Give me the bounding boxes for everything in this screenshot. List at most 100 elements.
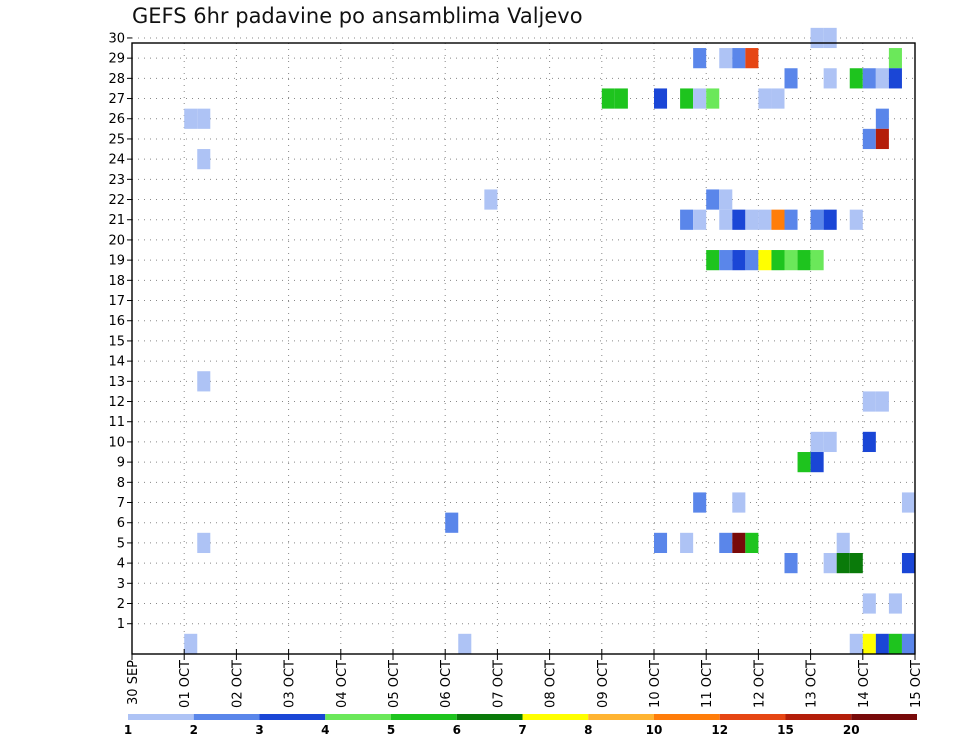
- precip-cell: [654, 88, 668, 109]
- colorbar-swatch: [522, 714, 589, 720]
- y-tick-label: 17: [108, 294, 125, 309]
- y-tick-label: 1: [117, 617, 125, 632]
- y-tick-label: 9: [117, 456, 125, 471]
- precip-cell: [888, 593, 902, 614]
- precip-cell: [745, 209, 759, 230]
- colorbar-swatch: [719, 714, 786, 720]
- y-tick-label: 5: [117, 536, 125, 551]
- precip-cell: [680, 88, 694, 109]
- precip-cell: [445, 512, 459, 533]
- precip-cell: [810, 250, 824, 271]
- colorbar-label: 1: [124, 723, 132, 737]
- precip-cell: [732, 209, 746, 230]
- y-tick-label: 24: [108, 153, 125, 168]
- y-tick-label: 6: [117, 516, 125, 531]
- precip-cell: [771, 209, 785, 230]
- x-tick-label: 08 OCT: [544, 660, 559, 708]
- precip-cell: [784, 68, 798, 89]
- x-tick-label: 01 OCT: [178, 660, 193, 708]
- x-tick-label: 07 OCT: [491, 660, 506, 708]
- y-tick-label: 2: [117, 597, 125, 612]
- precip-cell: [810, 431, 824, 453]
- y-tick-label: 4: [117, 557, 125, 572]
- colorbar-swatch: [456, 714, 523, 720]
- precip-cell: [901, 492, 915, 513]
- y-tick-label: 27: [108, 92, 125, 107]
- x-tick-label: 04 OCT: [335, 660, 350, 708]
- y-tick-label: 19: [108, 254, 125, 269]
- colorbar-label: 5: [387, 723, 395, 737]
- precip-cell: [719, 189, 733, 210]
- x-tick-label: 03 OCT: [283, 660, 298, 708]
- precip-cell: [771, 250, 785, 271]
- colorbar-label: 6: [453, 723, 461, 737]
- y-tick-label: 20: [108, 233, 125, 248]
- x-tick-label: 02 OCT: [230, 660, 245, 708]
- colorbar-label: 3: [255, 723, 263, 737]
- colorbar-label: 7: [518, 723, 526, 737]
- y-tick-label: 30: [108, 31, 125, 46]
- precip-cell: [745, 48, 759, 69]
- colorbar-swatch: [128, 714, 194, 720]
- y-tick-label: 29: [108, 52, 125, 67]
- colorbar-swatch: [654, 714, 720, 720]
- precip-cell: [732, 48, 746, 69]
- colorbar-swatch: [851, 714, 917, 720]
- x-tick-label: 09 OCT: [596, 660, 611, 708]
- precip-cell: [862, 633, 876, 654]
- y-tick-label: 18: [108, 274, 125, 289]
- precip-cell: [484, 189, 498, 210]
- chart-title: GEFS 6hr padavine po ansamblima Valjevo: [132, 4, 583, 28]
- precip-cell: [784, 553, 798, 574]
- y-tick-label: 7: [117, 496, 125, 511]
- precip-cell: [862, 68, 876, 89]
- precip-cell: [758, 209, 772, 230]
- precip-cell: [862, 431, 876, 453]
- precip-cell: [197, 532, 211, 554]
- x-tick-label: 11 OCT: [700, 660, 715, 708]
- precip-cell: [823, 553, 837, 574]
- precip-cell: [693, 209, 707, 230]
- precip-cell: [706, 250, 720, 271]
- precip-cell: [680, 532, 694, 554]
- precip-cell: [184, 633, 198, 654]
- precip-cell: [706, 189, 720, 210]
- colorbar-swatch: [588, 714, 654, 720]
- precip-cell: [732, 532, 746, 554]
- precip-cell: [693, 492, 707, 513]
- precip-cell: [797, 452, 811, 473]
- precip-cell: [875, 391, 889, 412]
- precip-cell: [862, 593, 876, 614]
- x-tick-label: 10 OCT: [648, 660, 663, 708]
- precip-cell: [601, 88, 615, 109]
- y-tick-label: 14: [108, 355, 125, 370]
- precip-cell: [797, 250, 811, 271]
- y-tick-label: 28: [108, 72, 125, 87]
- x-tick-label: 06 OCT: [439, 660, 454, 708]
- y-tick-label: 23: [108, 173, 125, 188]
- colorbar-swatch: [325, 714, 391, 720]
- colorbar-swatch: [391, 714, 457, 720]
- colorbar-label: 10: [646, 723, 663, 737]
- precip-cell: [810, 27, 824, 49]
- precip-cell: [784, 209, 798, 230]
- precip-cell: [849, 553, 863, 574]
- y-tick-label: 12: [108, 395, 125, 410]
- precip-cell: [823, 431, 837, 453]
- precip-cell: [901, 553, 915, 574]
- x-tick-label: 15 OCT: [909, 660, 924, 708]
- precip-cell: [719, 250, 733, 271]
- colorbar-label: 20: [843, 723, 860, 737]
- y-tick-label: 22: [108, 193, 125, 208]
- precip-cell: [706, 88, 720, 109]
- x-tick-label: 14 OCT: [857, 660, 872, 708]
- precip-cell: [745, 532, 759, 554]
- precip-cell: [836, 553, 850, 574]
- colorbar-swatch: [259, 714, 326, 720]
- precip-cell: [849, 68, 863, 89]
- precip-cell: [654, 532, 668, 554]
- y-tick-label: 3: [117, 577, 125, 592]
- precip-cell: [823, 209, 837, 230]
- colorbar-label: 15: [777, 723, 794, 737]
- plot-frame: [131, 42, 916, 655]
